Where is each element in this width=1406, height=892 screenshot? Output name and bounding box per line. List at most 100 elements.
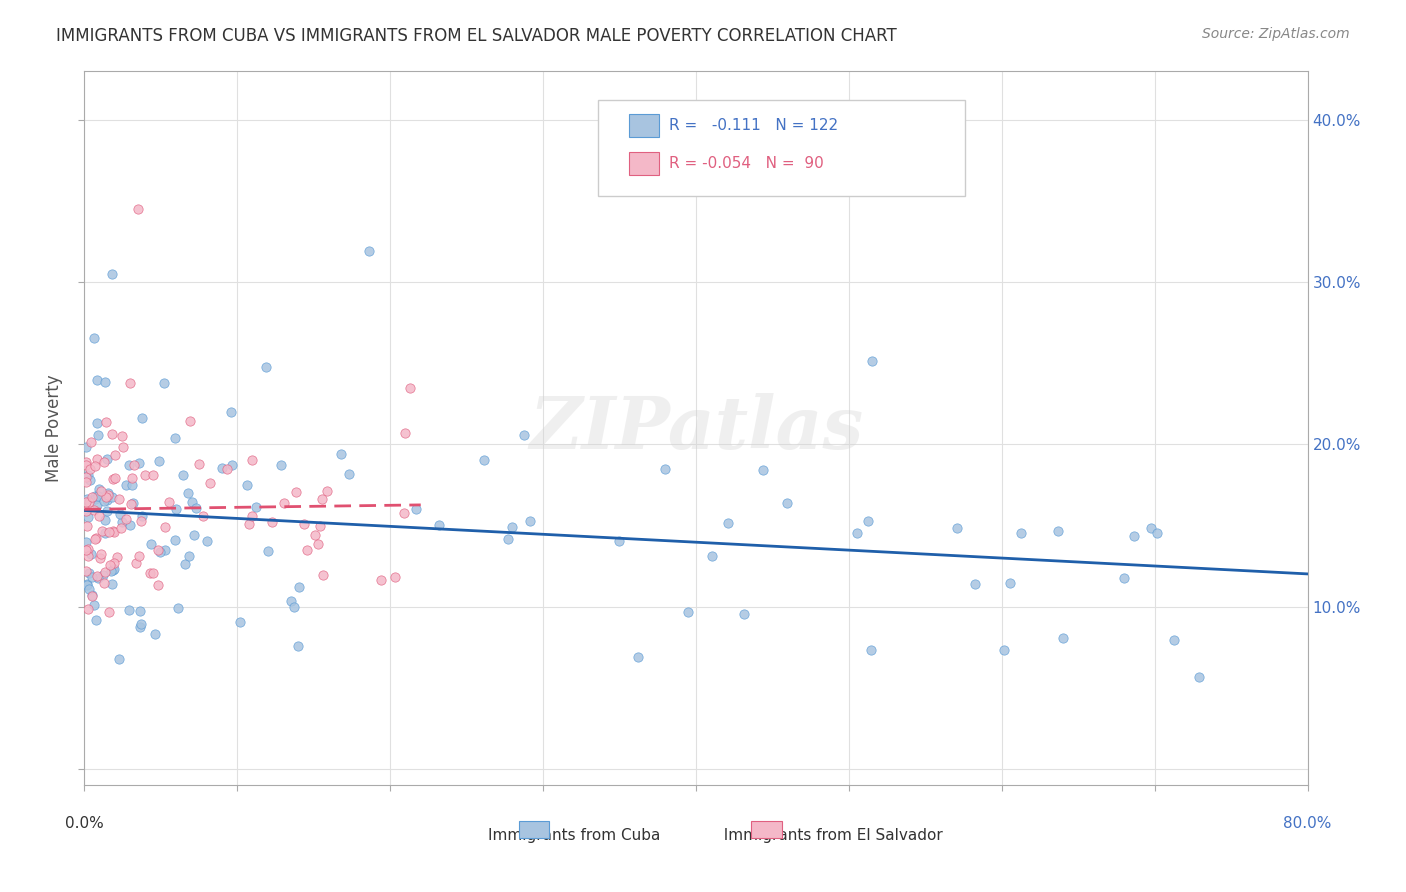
Point [273, 496, 295, 510]
Point [221, 458, 243, 472]
Point [77, 467, 100, 482]
Point [114, 512, 136, 526]
Point [311, 491, 333, 506]
Point [87, 482, 110, 496]
Point [100, 564, 122, 578]
Point [163, 431, 186, 445]
Point [965, 577, 987, 591]
Point [357, 244, 380, 259]
Point [181, 494, 204, 508]
Point [101, 426, 124, 441]
Point [496, 532, 519, 546]
Point [339, 467, 361, 481]
Point [254, 360, 277, 375]
Point [427, 518, 450, 533]
Point [280, 593, 302, 607]
Point [245, 500, 267, 515]
Point [307, 536, 329, 550]
Point [501, 520, 523, 534]
Point [184, 500, 207, 515]
Point [91, 524, 114, 539]
Point [1140, 521, 1163, 535]
Point [79, 548, 101, 562]
Point [104, 448, 127, 462]
Point [139, 566, 162, 581]
Point [329, 447, 352, 461]
Point [86, 416, 108, 430]
Point [75, 475, 97, 489]
Text: R = -0.054   N =  90: R = -0.054 N = 90 [669, 156, 824, 171]
Point [79, 473, 101, 487]
Point [179, 414, 201, 428]
Point [112, 440, 135, 454]
Point [83, 503, 105, 517]
Point [89, 551, 111, 566]
Point [128, 549, 150, 563]
Point [93, 494, 115, 508]
Point [90, 484, 112, 499]
Point [607, 534, 630, 549]
Point [260, 515, 283, 529]
Point [1010, 525, 1032, 540]
Point [315, 484, 337, 499]
Point [240, 509, 263, 524]
Point [75, 564, 97, 578]
Point [1046, 524, 1069, 539]
Point [86, 531, 108, 545]
Point [77, 494, 100, 508]
Point [75, 543, 97, 558]
Point [257, 544, 280, 558]
Point [97, 605, 120, 619]
Point [75, 469, 97, 483]
Point [75, 440, 97, 454]
Point [311, 568, 333, 582]
Point [229, 615, 252, 629]
Point [174, 557, 197, 571]
Point [384, 570, 406, 584]
Point [97, 488, 120, 502]
Point [163, 533, 186, 547]
Point [153, 520, 176, 534]
Point [97, 524, 120, 539]
Point [676, 605, 699, 619]
FancyBboxPatch shape [751, 821, 782, 838]
Point [80, 435, 103, 450]
Point [295, 543, 318, 558]
Point [75, 458, 97, 472]
Point [94, 565, 117, 579]
Point [153, 376, 176, 391]
Point [157, 495, 180, 509]
Point [472, 452, 495, 467]
Point [104, 471, 127, 485]
Point [110, 515, 132, 529]
Point [80, 491, 103, 505]
Y-axis label: Male Poverty: Male Poverty [45, 375, 63, 482]
Point [139, 537, 162, 551]
Point [131, 509, 153, 524]
Point [776, 495, 799, 509]
Point [84, 613, 107, 627]
FancyBboxPatch shape [628, 114, 659, 137]
Point [79, 462, 101, 476]
Text: R =   -0.111   N = 122: R = -0.111 N = 122 [669, 118, 838, 133]
Point [238, 516, 260, 531]
Point [1187, 670, 1209, 684]
Point [98, 558, 121, 572]
Point [211, 460, 233, 475]
Point [80, 590, 103, 604]
Point [82, 588, 104, 602]
Point [94, 525, 117, 540]
Point [309, 519, 332, 533]
Point [1146, 525, 1168, 540]
Point [287, 580, 309, 594]
Point [733, 607, 755, 622]
Point [143, 627, 166, 641]
Point [1114, 571, 1136, 585]
Text: Immigrants from Cuba             Immigrants from El Salvador: Immigrants from Cuba Immigrants from El … [449, 828, 943, 843]
Point [121, 496, 143, 510]
Point [121, 471, 143, 485]
Point [93, 576, 115, 591]
FancyBboxPatch shape [519, 821, 550, 838]
Point [146, 578, 169, 592]
Point [165, 501, 187, 516]
